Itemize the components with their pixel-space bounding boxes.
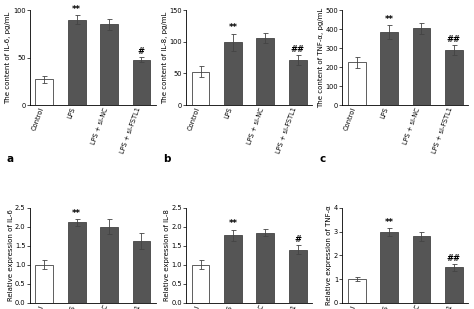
Text: ##: ## bbox=[447, 254, 461, 263]
Text: #: # bbox=[138, 47, 145, 56]
Bar bbox=[100, 24, 118, 105]
Text: **: ** bbox=[384, 218, 393, 227]
Text: **: ** bbox=[72, 5, 81, 14]
Bar bbox=[100, 226, 118, 303]
Bar bbox=[191, 72, 210, 105]
Bar bbox=[36, 79, 53, 105]
Text: ##: ## bbox=[291, 45, 305, 54]
Bar bbox=[68, 20, 86, 105]
Y-axis label: Relative expression of TNF-α: Relative expression of TNF-α bbox=[326, 205, 332, 305]
Bar bbox=[380, 232, 398, 303]
Text: #: # bbox=[294, 235, 301, 244]
Text: **: ** bbox=[228, 219, 237, 228]
Bar bbox=[289, 60, 307, 105]
Text: **: ** bbox=[228, 23, 237, 32]
Bar bbox=[256, 233, 274, 303]
Y-axis label: The content of IL-8, pg/mL: The content of IL-8, pg/mL bbox=[162, 11, 168, 104]
Bar bbox=[380, 32, 398, 105]
Bar bbox=[191, 265, 210, 303]
Text: b: b bbox=[163, 154, 171, 164]
Bar bbox=[133, 241, 150, 303]
Bar bbox=[445, 50, 463, 105]
Y-axis label: Relative expression of IL-6: Relative expression of IL-6 bbox=[8, 210, 14, 301]
Bar bbox=[224, 42, 242, 105]
Text: a: a bbox=[7, 154, 14, 164]
Bar bbox=[36, 265, 53, 303]
Bar bbox=[256, 38, 274, 105]
Bar bbox=[68, 222, 86, 303]
Text: ##: ## bbox=[447, 35, 461, 44]
Y-axis label: The content of IL-6, pg/mL: The content of IL-6, pg/mL bbox=[6, 11, 11, 104]
Y-axis label: The content of TNF-α, pg/mL: The content of TNF-α, pg/mL bbox=[318, 7, 324, 108]
Bar bbox=[348, 279, 365, 303]
Y-axis label: Relative expression of IL-8: Relative expression of IL-8 bbox=[164, 210, 170, 301]
Bar bbox=[289, 250, 307, 303]
Bar bbox=[445, 267, 463, 303]
Bar bbox=[133, 60, 150, 105]
Bar bbox=[412, 236, 430, 303]
Bar bbox=[412, 28, 430, 105]
Text: c: c bbox=[319, 154, 326, 164]
Text: **: ** bbox=[384, 15, 393, 24]
Bar bbox=[224, 235, 242, 303]
Bar bbox=[348, 62, 365, 105]
Text: **: ** bbox=[72, 209, 81, 218]
